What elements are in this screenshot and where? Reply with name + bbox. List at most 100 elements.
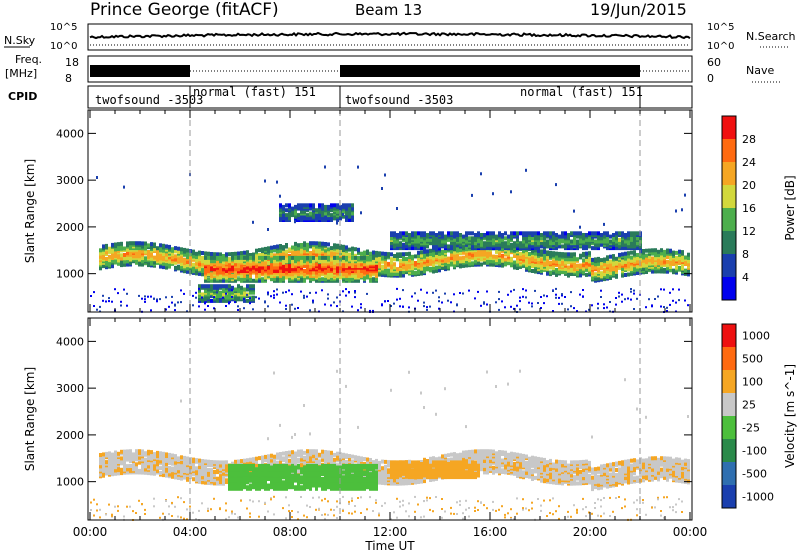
cell bbox=[615, 297, 617, 299]
cell bbox=[225, 258, 228, 262]
cell bbox=[240, 251, 243, 255]
cell bbox=[576, 257, 579, 261]
cell bbox=[351, 256, 354, 260]
cell bbox=[180, 497, 182, 499]
cell bbox=[675, 302, 677, 304]
cell bbox=[243, 307, 245, 309]
cell bbox=[327, 247, 330, 251]
cell bbox=[144, 451, 147, 455]
cell bbox=[657, 250, 660, 254]
cell bbox=[408, 306, 410, 308]
cell bbox=[228, 464, 231, 468]
cell bbox=[171, 247, 174, 251]
cell bbox=[183, 456, 186, 460]
cell bbox=[441, 250, 444, 254]
cell bbox=[555, 268, 558, 272]
cell bbox=[588, 251, 591, 255]
cell bbox=[480, 233, 483, 237]
cell bbox=[480, 263, 483, 267]
cell bbox=[342, 213, 344, 216]
cell bbox=[276, 245, 279, 249]
cell bbox=[471, 261, 474, 265]
cell bbox=[357, 256, 360, 260]
cell bbox=[564, 231, 567, 235]
cell bbox=[315, 208, 318, 212]
cell bbox=[579, 226, 581, 229]
cell bbox=[207, 261, 210, 265]
cell bbox=[594, 272, 597, 276]
cell bbox=[384, 300, 386, 302]
cell bbox=[201, 459, 204, 463]
cell bbox=[300, 256, 303, 260]
cell bbox=[654, 298, 656, 300]
cell bbox=[270, 258, 273, 262]
cell bbox=[261, 256, 264, 260]
cell bbox=[285, 250, 288, 254]
cell bbox=[180, 301, 182, 303]
cell bbox=[576, 264, 579, 268]
cell bbox=[312, 256, 315, 260]
cell bbox=[621, 252, 624, 256]
cell bbox=[456, 231, 459, 235]
cell bbox=[312, 203, 315, 207]
cell bbox=[219, 301, 221, 303]
cell bbox=[144, 509, 146, 511]
cell bbox=[336, 256, 339, 260]
cell bbox=[387, 252, 390, 256]
cell bbox=[582, 233, 585, 237]
cell bbox=[468, 236, 471, 240]
cell bbox=[246, 299, 249, 303]
cell bbox=[312, 302, 314, 304]
cell bbox=[510, 306, 512, 308]
nave-tick-bottom: 0 bbox=[707, 72, 714, 85]
cell bbox=[417, 231, 420, 235]
cell bbox=[594, 257, 597, 261]
cell bbox=[309, 212, 312, 216]
cell bbox=[213, 498, 215, 500]
cell bbox=[534, 231, 537, 235]
cell bbox=[579, 254, 582, 258]
cell bbox=[279, 256, 282, 260]
cell bbox=[144, 242, 147, 246]
cell bbox=[240, 500, 242, 502]
cell bbox=[396, 299, 398, 301]
cell bbox=[648, 249, 651, 253]
cell bbox=[552, 251, 555, 255]
cell bbox=[558, 303, 560, 305]
cell bbox=[129, 449, 132, 453]
cell bbox=[252, 457, 255, 461]
cell bbox=[519, 231, 522, 235]
cell bbox=[423, 250, 426, 254]
cell bbox=[318, 256, 321, 260]
cell bbox=[174, 506, 176, 508]
cell bbox=[660, 288, 662, 290]
cell bbox=[168, 245, 171, 249]
cell bbox=[276, 294, 278, 296]
cell bbox=[318, 242, 321, 246]
cell bbox=[600, 271, 603, 275]
y-axis-label: Slant Range [km] bbox=[23, 159, 37, 263]
cell bbox=[684, 194, 686, 197]
cell bbox=[387, 300, 389, 302]
cell bbox=[240, 459, 243, 463]
cell bbox=[183, 293, 185, 295]
cell bbox=[144, 458, 147, 462]
cell bbox=[279, 195, 281, 198]
cell bbox=[519, 241, 522, 245]
cell bbox=[558, 235, 561, 239]
cell bbox=[615, 231, 618, 235]
freq-label: Freq. bbox=[15, 53, 42, 66]
cell bbox=[651, 257, 654, 261]
cell bbox=[219, 507, 221, 509]
cell bbox=[321, 277, 324, 281]
cell bbox=[366, 293, 368, 295]
cell bbox=[522, 231, 525, 235]
cell bbox=[153, 452, 156, 456]
cell bbox=[267, 293, 269, 295]
cell bbox=[324, 304, 326, 306]
cell bbox=[276, 289, 278, 291]
cell bbox=[126, 293, 128, 295]
cell bbox=[510, 257, 513, 261]
cpid-segment-2: twofsound -3503 bbox=[345, 93, 453, 107]
